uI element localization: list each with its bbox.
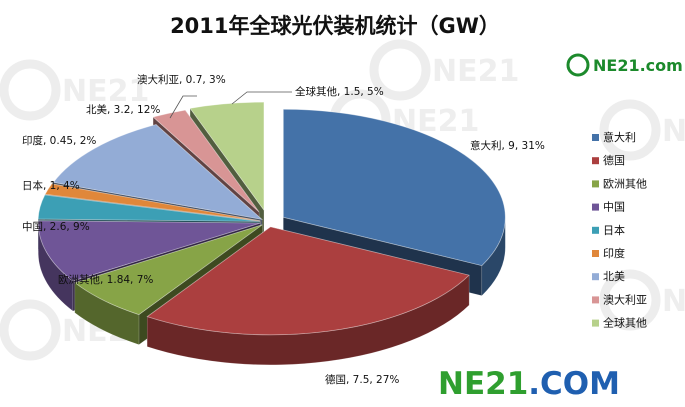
pie-slice-3 bbox=[74, 224, 263, 316]
legend-entry-8: 澳大利亚 bbox=[603, 292, 647, 306]
pie-slice-8 bbox=[152, 109, 260, 213]
legend-swatch bbox=[592, 134, 599, 141]
legend-swatch bbox=[592, 157, 599, 165]
data-labels: 意大利, 9, 31% 德国, 7.5, 27% 欧洲其他, 1.84, 7% 中国,… bbox=[22, 73, 545, 386]
watermark-logo-icon bbox=[369, 39, 431, 101]
bottom-brand-ne: NE21 bbox=[438, 366, 528, 402]
bottom-brand-text: NE21.COM bbox=[438, 366, 620, 402]
data-label-5: 日本, 1, 4% bbox=[22, 179, 80, 192]
data-label-2: 德国, 7.5, 27% bbox=[325, 373, 399, 386]
watermark-logo-icon bbox=[599, 99, 661, 161]
label-leader-line bbox=[231, 91, 292, 105]
pie-slice-6 bbox=[44, 183, 261, 222]
pie-slice-4 bbox=[37, 220, 261, 282]
label-leader-line bbox=[169, 95, 197, 119]
legend-swatch bbox=[592, 273, 599, 281]
legend-entry-2: 德国 bbox=[603, 153, 625, 167]
watermark-logo-icon bbox=[599, 269, 661, 331]
pie-slice-7 bbox=[52, 124, 264, 221]
watermark-logo-icon bbox=[0, 299, 61, 361]
legend-entry-9: 全球其他 bbox=[603, 316, 647, 330]
legend-entry-5: 日本 bbox=[603, 223, 625, 237]
top-logo-text: NE21.com bbox=[593, 56, 683, 75]
legend-swatch bbox=[592, 180, 599, 188]
watermark-text: NE21 bbox=[662, 284, 685, 319]
data-label-9: 全球其他, 1.5, 5% bbox=[295, 85, 384, 98]
pie-slice-5 bbox=[37, 194, 261, 222]
data-label-3: 欧洲其他, 1.84, 7% bbox=[58, 273, 153, 286]
pie-slice-9 bbox=[189, 101, 265, 212]
ne21-logo-icon bbox=[566, 53, 590, 77]
watermark-text: NE21 bbox=[432, 54, 519, 89]
bottom-brand: NE21.COM bbox=[438, 366, 620, 402]
pie-slice-1 bbox=[282, 108, 506, 267]
watermark-text: NE21 bbox=[62, 74, 149, 109]
legend-swatch bbox=[592, 296, 599, 304]
legend-swatch bbox=[592, 226, 599, 234]
legend-entry-4: 中国 bbox=[603, 201, 625, 214]
legend-swatch bbox=[592, 250, 599, 257]
pie-layer bbox=[37, 101, 506, 366]
pie-slice-2 bbox=[146, 226, 470, 336]
watermark-logo-icon bbox=[0, 59, 61, 121]
data-label-1: 意大利, 9, 31% bbox=[470, 139, 545, 152]
legend-entry-3: 欧洲其他 bbox=[603, 177, 647, 190]
legend-entry-6: 印度 bbox=[603, 246, 625, 260]
bottom-brand-com: .COM bbox=[528, 366, 620, 402]
chart-title: 2011年全球光伏装机统计（GW） bbox=[170, 14, 500, 38]
legend-swatch bbox=[592, 319, 599, 327]
legend-entry-7: 北美 bbox=[603, 270, 625, 283]
watermark-text: NE21 bbox=[662, 114, 685, 149]
data-label-4: 中国, 2.6, 9% bbox=[22, 220, 90, 233]
pie-slice-side bbox=[481, 217, 506, 297]
data-label-8: 澳大利亚, 0.7, 3% bbox=[137, 73, 226, 86]
legend-swatch bbox=[592, 203, 599, 211]
data-label-6: 印度, 0.45, 2% bbox=[22, 134, 96, 147]
top-logo: NE21.com bbox=[566, 53, 683, 77]
data-label-7: 北美, 3.2, 12% bbox=[86, 103, 160, 116]
legend-entry-1: 意大利 bbox=[603, 130, 636, 144]
